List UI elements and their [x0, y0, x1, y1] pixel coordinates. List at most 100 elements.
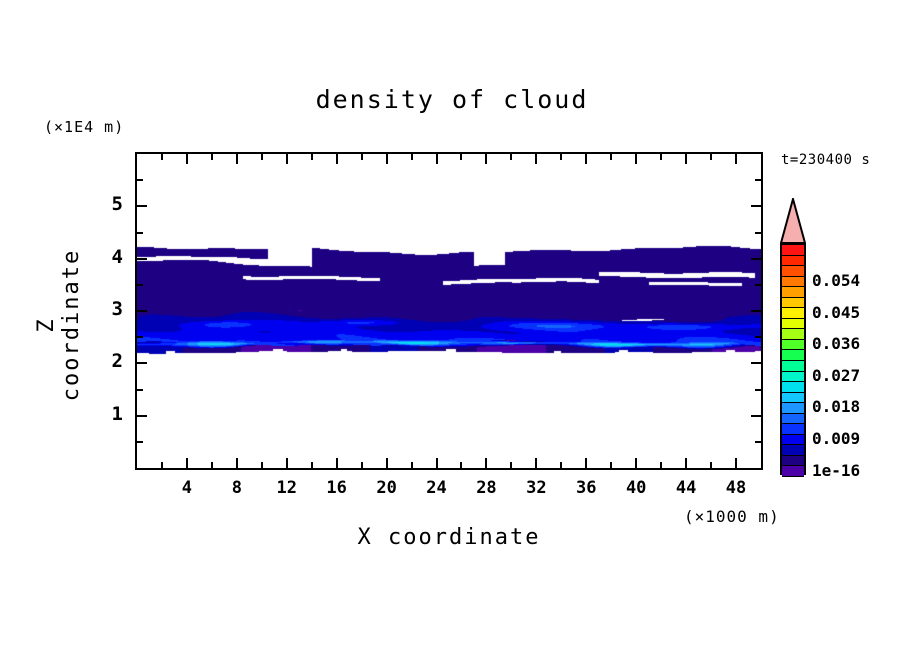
x-tick-mark-top: [335, 154, 338, 164]
colorbar-band: [782, 255, 804, 267]
y-minor-tick: [755, 336, 761, 339]
x-minor-tick: [460, 154, 463, 160]
x-tick-mark-top: [285, 154, 288, 164]
y-tick-mark: [137, 414, 147, 417]
x-minor-tick: [610, 154, 613, 160]
y-tick-mark-right: [751, 362, 761, 365]
y-tick-mark: [137, 310, 147, 312]
y-tick-label: 4: [111, 245, 123, 268]
y-tick-mark-right: [751, 205, 761, 208]
x-minor-tick: [210, 154, 213, 160]
colorbar-tick-label: 0.018: [812, 397, 861, 417]
colorbar-band: [782, 424, 804, 435]
colorbar-band: [782, 297, 804, 309]
colorbar-band: [782, 445, 804, 456]
x-tick-label: 36: [576, 478, 597, 498]
y-tick-label: 5: [111, 193, 123, 216]
y-tick-mark: [137, 205, 147, 208]
x-tick-mark-top: [735, 154, 738, 164]
colorbar: 0.054 0.045 0.036 0.027 0.018 0.009 1e-16: [779, 198, 899, 483]
x-tick-mark: [285, 458, 288, 468]
colorbar-tick-label: 0.009: [812, 429, 861, 449]
x-minor-tick: [260, 462, 263, 468]
colorbar-band: [782, 371, 804, 383]
x-axis-title: X coordinate: [357, 525, 541, 550]
x-tick-mark: [385, 458, 388, 468]
y-tick-mark-right: [751, 310, 761, 312]
colorbar-band: [782, 266, 804, 277]
y-minor-tick: [755, 179, 761, 182]
colorbar-band: [782, 392, 804, 404]
x-tick-mark: [535, 458, 538, 468]
colorbar-bands: [780, 243, 806, 477]
x-tick-mark: [485, 458, 488, 468]
x-minor-tick: [210, 462, 213, 468]
x-minor-tick: [510, 154, 513, 160]
x-minor-tick: [560, 462, 563, 468]
x-tick-mark-top: [435, 154, 438, 164]
colorbar-band: [782, 276, 804, 288]
y-axis-title: Z coordinate: [34, 248, 84, 402]
colorbar-band: [782, 245, 804, 256]
colorbar-tick-label: 1e-16: [812, 460, 861, 480]
y-tick-label: 3: [111, 298, 123, 320]
x-minor-tick: [460, 462, 463, 468]
y-minor-tick: [137, 440, 143, 443]
x-minor-tick: [360, 154, 363, 160]
y-minor-tick: [755, 388, 761, 391]
colorbar-top-arrow-icon: [780, 198, 806, 244]
colorbar-tick-label: 0.045: [812, 302, 861, 322]
x-minor-tick: [360, 462, 363, 468]
x-tick-label: 16: [326, 478, 347, 498]
colorbar-band: [782, 308, 804, 319]
x-tick-label: 44: [675, 478, 697, 498]
x-minor-tick: [660, 462, 663, 468]
page-title: density of cloud: [315, 85, 589, 114]
x-tick-mark: [585, 458, 588, 468]
x-minor-tick: [710, 154, 713, 160]
y-minor-tick: [755, 283, 761, 286]
colorbar-band: [782, 434, 804, 446]
x-tick-mark: [685, 458, 688, 468]
x-tick-label: 40: [625, 478, 647, 498]
x-tick-mark-top: [585, 154, 588, 164]
timestamp-annotation: t=230400 s: [781, 152, 871, 168]
y-minor-tick: [755, 440, 761, 443]
x-tick-mark: [635, 458, 638, 468]
x-tick-mark-top: [635, 154, 638, 164]
x-minor-tick: [610, 462, 613, 468]
colorbar-band: [782, 361, 804, 372]
colorbar-tick-label: 0.027: [812, 365, 861, 385]
y-tick-mark-right: [751, 257, 761, 260]
y-minor-tick: [755, 231, 761, 234]
x-tick-label: 12: [276, 478, 297, 498]
x-tick-mark-top: [685, 154, 688, 164]
x-tick-mark-top: [485, 154, 488, 164]
x-minor-tick: [410, 462, 413, 468]
x-minor-tick: [510, 462, 513, 468]
colorbar-band: [782, 413, 804, 425]
x-tick-mark: [185, 458, 188, 468]
x-minor-tick: [160, 462, 163, 468]
x-minor-tick: [260, 154, 263, 160]
colorbar-band: [782, 466, 804, 477]
x-tick-mark: [335, 458, 338, 468]
x-minor-tick: [310, 462, 313, 468]
y-minor-tick: [137, 336, 143, 339]
x-minor-tick: [160, 154, 163, 160]
colorbar-band: [782, 455, 804, 467]
x-tick-mark: [435, 458, 438, 468]
colorbar-band: [782, 339, 804, 351]
y-tick-mark: [137, 257, 147, 260]
x-axis-unit-label: (×1000 m): [684, 507, 780, 526]
colorbar-band: [782, 318, 804, 330]
y-tick-mark: [137, 362, 147, 365]
y-tick-label: 1: [111, 402, 123, 425]
colorbar-band: [782, 403, 804, 414]
x-tick-label: 4: [181, 478, 193, 498]
colorbar-band: [782, 329, 804, 340]
colorbar-band: [782, 382, 804, 393]
y-minor-tick: [137, 388, 143, 391]
y-tick-mark-right: [751, 414, 761, 417]
